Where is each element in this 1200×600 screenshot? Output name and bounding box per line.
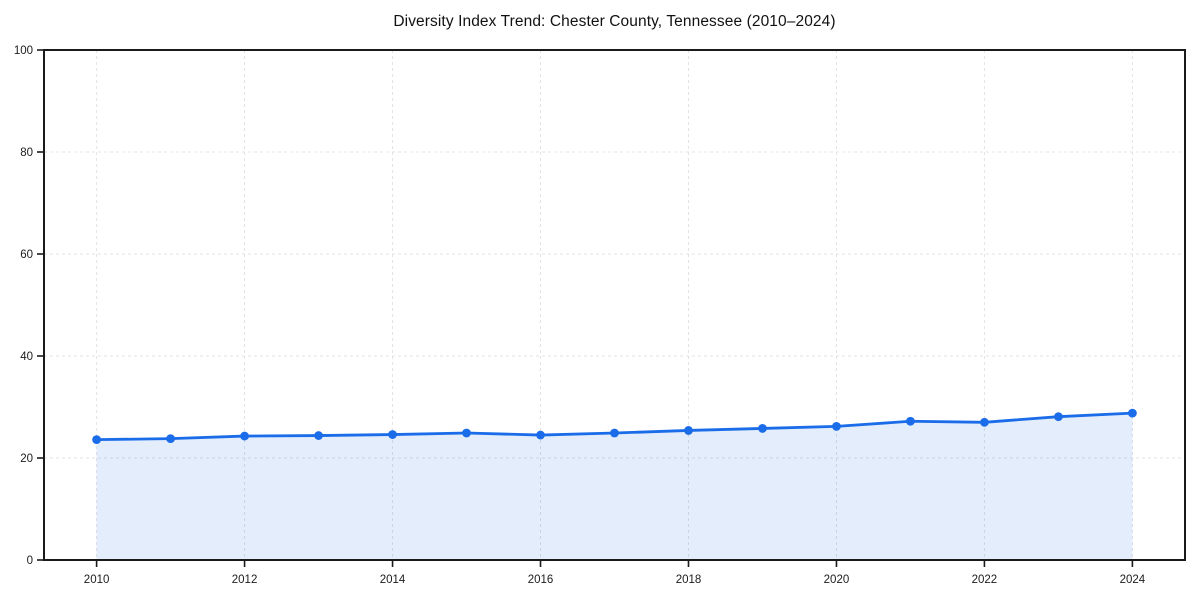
y-tick-label: 20 <box>20 453 33 465</box>
data-point <box>314 431 323 440</box>
chart-title: Diversity Index Trend: Chester County, T… <box>393 13 836 30</box>
data-point <box>684 426 693 435</box>
data-point <box>536 430 545 440</box>
x-tick-label: 2022 <box>972 574 998 586</box>
data-point <box>240 431 249 441</box>
y-tick-label: 80 <box>20 147 33 159</box>
data-point <box>980 417 989 427</box>
data-point <box>1128 408 1137 418</box>
x-tick-label: 2012 <box>232 574 258 586</box>
x-tick-label: 2018 <box>676 574 702 586</box>
data-point <box>610 428 619 438</box>
data-point <box>92 435 101 445</box>
data-point <box>1054 412 1063 422</box>
plot-border <box>43 49 1186 561</box>
y-tick-label: 0 <box>27 555 33 567</box>
data-point <box>388 430 397 439</box>
x-tick-label: 2010 <box>84 574 110 586</box>
x-tick-label: 2020 <box>824 574 850 586</box>
x-tick-label: 2014 <box>380 574 406 586</box>
data-point <box>462 428 471 438</box>
y-tick-label: 100 <box>14 45 33 57</box>
data-point <box>832 421 841 431</box>
data-point <box>166 434 175 444</box>
y-tick-label: 60 <box>20 249 33 261</box>
y-tick-label: 40 <box>20 351 33 363</box>
series-area <box>96 413 1133 560</box>
x-tick-label: 2016 <box>528 574 554 586</box>
data-point <box>906 416 915 426</box>
x-tick-label: 2024 <box>1120 574 1146 586</box>
data-point <box>758 424 767 433</box>
